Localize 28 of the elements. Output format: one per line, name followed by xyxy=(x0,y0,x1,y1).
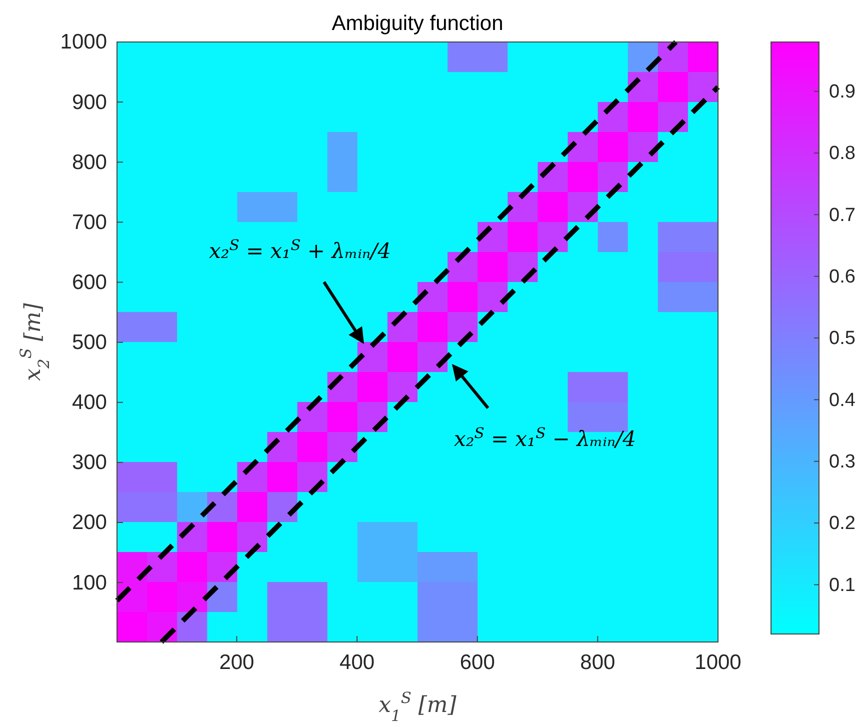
color-bar-label: 0.1 xyxy=(829,574,856,596)
chart-title: Ambiguity function xyxy=(332,12,504,35)
color-bar-label: 0.3 xyxy=(829,451,856,472)
color-bar-label: 0.2 xyxy=(829,513,856,534)
y-tick-label: 800 xyxy=(72,150,107,174)
y-tick-label: 500 xyxy=(72,331,107,354)
y-tick-label: 600 xyxy=(72,270,107,294)
x-tick-label: 800 xyxy=(580,650,616,674)
x-axis-title: x$_{1}$$^{S}$ [m] xyxy=(378,689,457,725)
x-tick-label: 1000 xyxy=(694,650,742,674)
y-tick-label: 900 xyxy=(72,90,107,114)
color-bar-label: 0.9 xyxy=(829,81,856,102)
y-tick-label: 700 xyxy=(72,210,107,234)
color-bar-label: 0.4 xyxy=(829,390,856,411)
y-tick-label: 400 xyxy=(72,391,107,414)
y-tick-label: 200 xyxy=(72,511,107,534)
color-bar-label: 0.7 xyxy=(829,204,856,226)
annotation: x₂$^{S}$ = x₁$^{S}$ − λₘᵢₙ/4 xyxy=(454,424,636,451)
y-tick-label: 1000 xyxy=(60,30,107,54)
annotation: x₂$^{S}$ = x₁$^{S}$ + λₘᵢₙ/4 xyxy=(209,236,391,263)
y-tick-label: 300 xyxy=(72,451,107,474)
color-bar-label: 0.6 xyxy=(829,266,856,288)
y-tick-label: 100 xyxy=(72,571,107,594)
x-tick-label: 200 xyxy=(219,650,254,674)
x-tick-label: 400 xyxy=(340,650,375,674)
color-bar-label: 0.5 xyxy=(829,328,856,350)
color-bar-label: 0.8 xyxy=(829,143,856,164)
x-tick-label: 600 xyxy=(460,650,495,674)
